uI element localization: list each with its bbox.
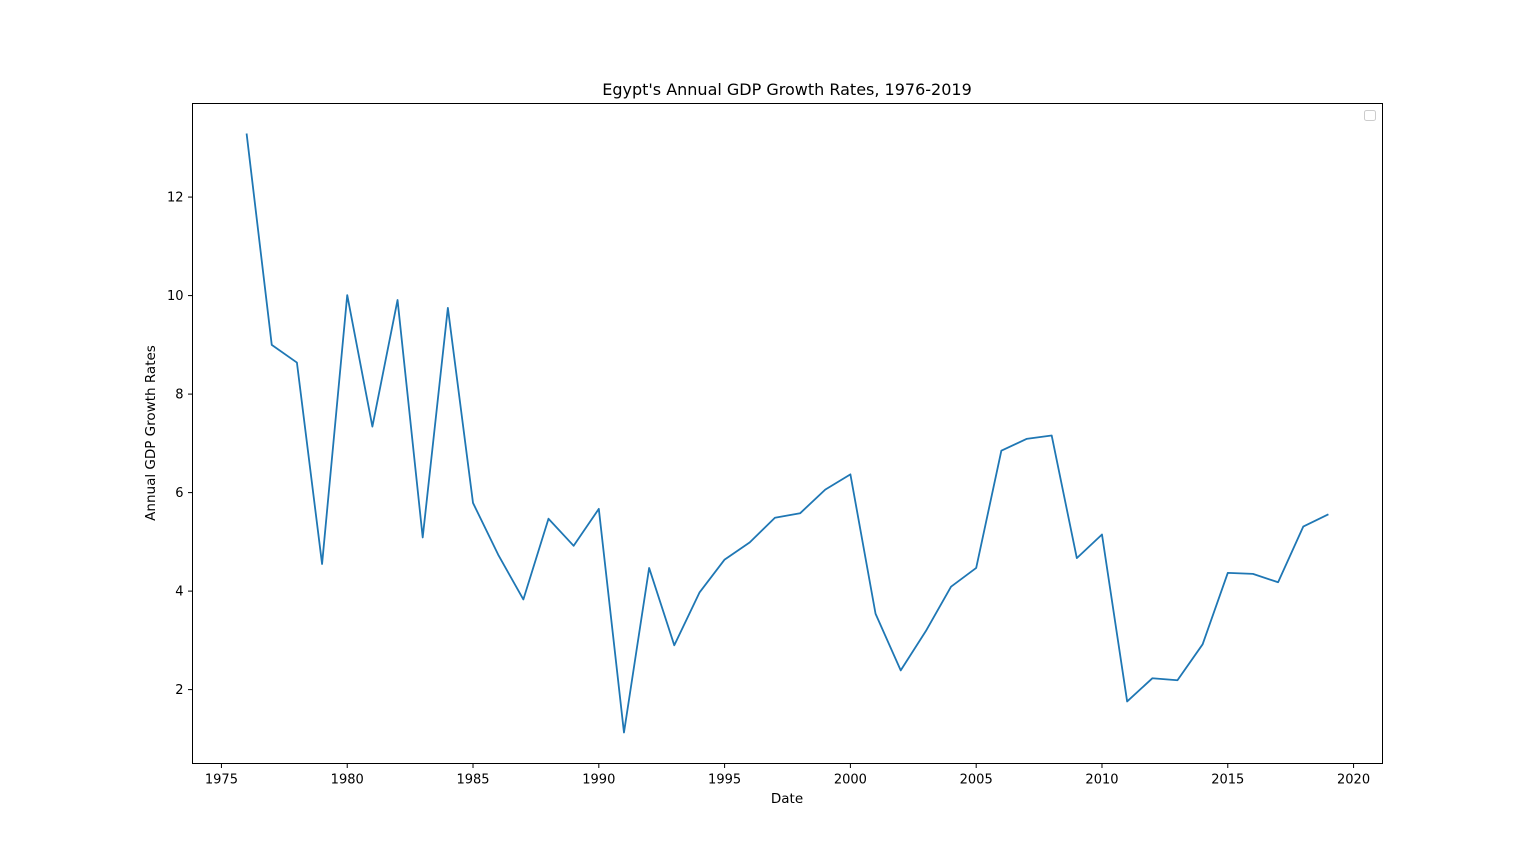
legend-box: [1364, 110, 1376, 121]
x-tick-label: 1975: [205, 773, 238, 788]
y-tick-label: 10: [167, 289, 184, 304]
x-tick-label: 2005: [960, 773, 993, 788]
x-tick-label: 1980: [331, 773, 364, 788]
x-tick-label: 1985: [456, 773, 489, 788]
x-tick-label: 2015: [1211, 773, 1244, 788]
y-tick-label: 8: [175, 388, 183, 403]
x-tick-label: 1990: [582, 773, 615, 788]
y-tick-label: 4: [175, 585, 183, 600]
x-tick-label: 2020: [1337, 773, 1370, 788]
plot-area: [192, 103, 1383, 764]
x-axis-label: Date: [771, 791, 803, 807]
y-tick-label: 2: [175, 683, 183, 698]
y-tick-label: 6: [175, 486, 183, 501]
x-tick-label: 2010: [1085, 773, 1118, 788]
y-axis: 2 4 6 8 10 12: [167, 191, 193, 698]
series-line: [245, 133, 1329, 734]
x-tick-label: 2000: [834, 773, 867, 788]
y-axis-label: Annual GDP Growth Rates: [143, 345, 159, 521]
chart-title: Egypt's Annual GDP Growth Rates, 1976-20…: [602, 80, 972, 99]
x-axis: 1975 1980 1985 1990 1995 2000 2005 2010 2015 2020: [205, 763, 1370, 788]
y-tick-label: 12: [167, 191, 184, 206]
x-tick-label: 1995: [708, 773, 741, 788]
